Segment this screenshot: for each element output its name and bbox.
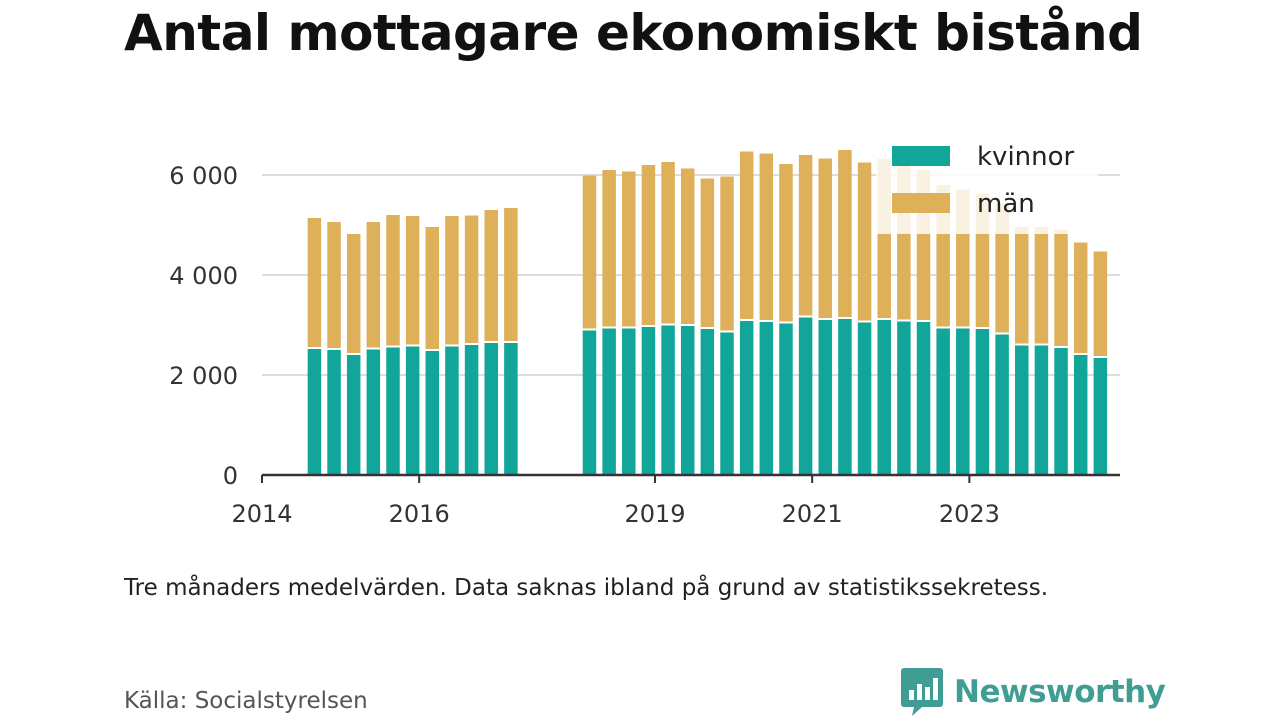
bar-kvinnor	[916, 322, 931, 475]
bar-kvinnor	[386, 347, 400, 475]
legend-swatch	[892, 146, 950, 166]
bar-kvinnor	[720, 332, 734, 475]
bar-kvinnor	[425, 351, 440, 475]
y-tick-label: 4 000	[169, 262, 238, 290]
bar-kvinnor	[445, 346, 459, 475]
bar-man	[680, 168, 695, 324]
bar-man	[484, 210, 498, 341]
bar-kvinnor	[759, 322, 774, 475]
bar-chart: 0 2 000 4 000 6 000 2014 2016 2019 2021 2023 kvi…	[169, 134, 1120, 528]
bar-kvinnor	[739, 321, 754, 475]
chart-note: Tre månaders medelvärden. Data saknas ib…	[124, 575, 1049, 601]
bar-kvinnor	[700, 329, 715, 475]
bar-kvinnor	[602, 328, 616, 475]
bar-kvinnor	[897, 321, 911, 475]
brand-name: Newsworthy	[954, 674, 1166, 710]
x-tick-label: 2019	[624, 500, 685, 528]
bar-kvinnor	[680, 326, 695, 475]
legend-swatch	[892, 193, 950, 213]
bar-man	[661, 162, 675, 324]
bar-man	[995, 203, 1009, 333]
legend-label: kvinnor	[977, 142, 1075, 172]
bar-man	[327, 222, 341, 348]
bar-kvinnor	[484, 343, 498, 475]
bar-kvinnor	[504, 343, 518, 475]
bar-man	[346, 234, 361, 353]
bar-kvinnor	[1073, 355, 1088, 475]
bar-man	[307, 218, 322, 347]
bar-kvinnor	[464, 345, 479, 475]
bar-kvinnor	[1054, 348, 1068, 475]
bar-kvinnor	[327, 350, 341, 475]
x-tick-label: 2023	[939, 500, 1000, 528]
bar-kvinnor	[366, 349, 381, 475]
x-tick-label: 2021	[782, 500, 843, 528]
bar-kvinnor	[818, 320, 833, 475]
bar-kvinnor	[1015, 345, 1029, 475]
bar-man	[838, 150, 852, 317]
bar-man	[739, 151, 754, 319]
y-tick-label: 2 000	[169, 362, 238, 390]
bar-man	[602, 170, 616, 327]
newsworthy-logo-icon	[901, 668, 943, 716]
bar-man	[641, 165, 656, 325]
bar-man	[759, 153, 774, 320]
bar-man	[425, 227, 440, 349]
bar-kvinnor	[798, 317, 813, 475]
bar-kvinnor	[857, 322, 872, 475]
bar-man	[1073, 242, 1088, 353]
bar-man	[1054, 229, 1068, 346]
x-tick-label: 2014	[231, 500, 292, 528]
bar-man	[366, 222, 381, 348]
legend: kvinnor män	[876, 134, 1098, 234]
bar-man	[1015, 227, 1029, 344]
bar-man	[504, 208, 518, 341]
bar-man	[779, 164, 793, 322]
chart-title: Antal mottagare ekonomiskt bistånd	[124, 4, 1143, 62]
bar-man	[386, 215, 400, 346]
bar-man	[857, 162, 872, 321]
bar-man	[818, 158, 833, 318]
bar-man	[1034, 227, 1049, 344]
bar-kvinnor	[877, 320, 891, 475]
brand-logo[interactable]: Newsworthy	[900, 666, 1166, 718]
bar-kvinnor	[405, 346, 420, 475]
bar-kvinnor	[779, 323, 793, 475]
bar-kvinnor	[661, 325, 675, 475]
axes: 0 2 000 4 000 6 000 2014 2016 2019 2021 2023	[169, 162, 1120, 528]
bar-kvinnor	[975, 329, 990, 475]
bar-man	[445, 216, 459, 345]
bar-kvinnor	[622, 328, 636, 475]
bar-kvinnor	[307, 349, 322, 475]
source-credit: Källa: Socialstyrelsen	[124, 688, 368, 714]
bar-kvinnor	[1034, 345, 1049, 475]
bar-kvinnor	[346, 355, 361, 475]
bar-man	[464, 215, 479, 343]
bar-kvinnor	[838, 319, 852, 475]
bar-kvinnor	[641, 327, 656, 475]
bar-man	[405, 216, 420, 345]
bar-kvinnor	[1093, 358, 1108, 475]
bar-man	[798, 155, 813, 316]
bars	[307, 150, 1108, 475]
bar-kvinnor	[956, 328, 970, 475]
y-tick-label: 0	[223, 462, 238, 490]
bar-kvinnor	[582, 330, 597, 475]
bar-man	[700, 178, 715, 327]
bar-kvinnor	[995, 334, 1009, 475]
bar-man	[720, 176, 734, 331]
bar-man	[582, 175, 597, 329]
bar-kvinnor	[936, 328, 950, 475]
bar-man	[622, 171, 636, 327]
y-tick-label: 6 000	[169, 162, 238, 190]
bar-man	[1093, 251, 1108, 356]
x-tick-label: 2016	[389, 500, 450, 528]
legend-label: män	[977, 189, 1035, 219]
